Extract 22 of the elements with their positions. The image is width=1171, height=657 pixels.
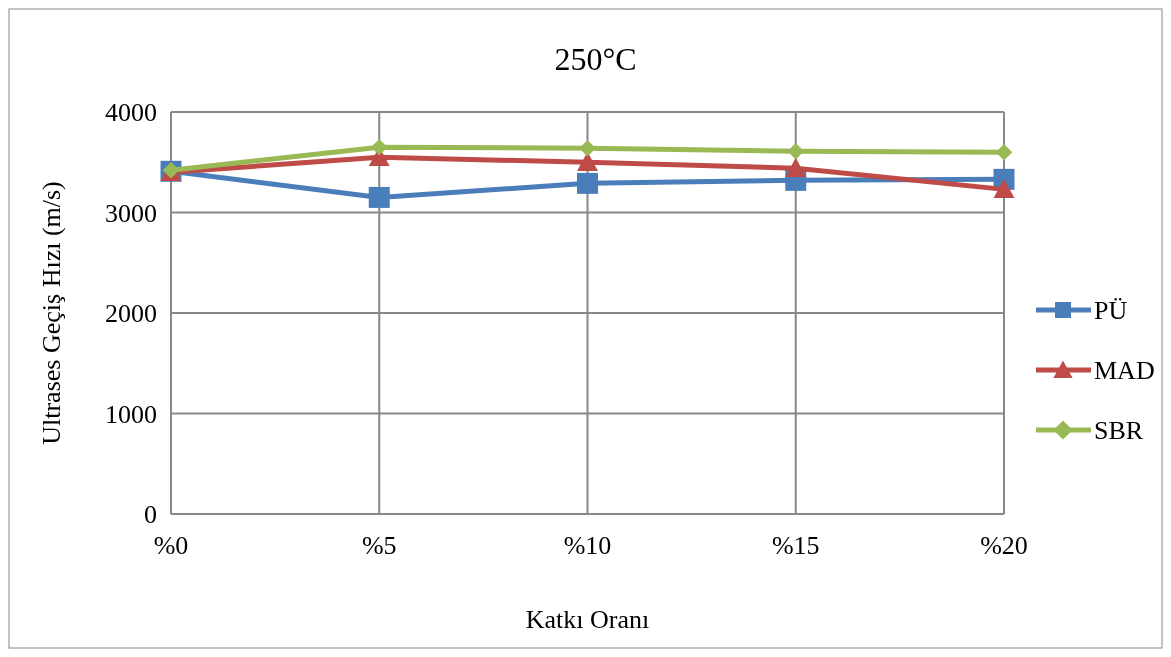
point [368, 186, 390, 208]
chart-title: 250°C [554, 41, 637, 77]
y-tick-label: 4000 [105, 98, 157, 128]
point [993, 178, 1015, 199]
y-axis-title: Ultrases Geçiş Hızı (m/s) [37, 181, 66, 445]
x-tick-label: %5 [361, 531, 397, 560]
point [577, 172, 598, 194]
legend-label: PÜ [1094, 296, 1128, 326]
point [995, 143, 1013, 161]
y-tick-label: 1000 [105, 399, 157, 429]
legend-label: MAD [1094, 356, 1155, 386]
point [785, 157, 807, 177]
point [579, 139, 596, 157]
x-tick-label: %0 [153, 531, 189, 560]
legend-label: SBR [1094, 416, 1144, 446]
y-tick-label: 0 [144, 500, 157, 530]
x-tick-label: %15 [771, 531, 820, 560]
x-axis-title: Katkı Oranı [525, 605, 650, 634]
y-tick-label: 3000 [105, 198, 157, 228]
x-tick-label: %10 [563, 531, 612, 560]
y-tick-label: 2000 [105, 299, 157, 329]
x-tick-label: %20 [980, 531, 1028, 560]
